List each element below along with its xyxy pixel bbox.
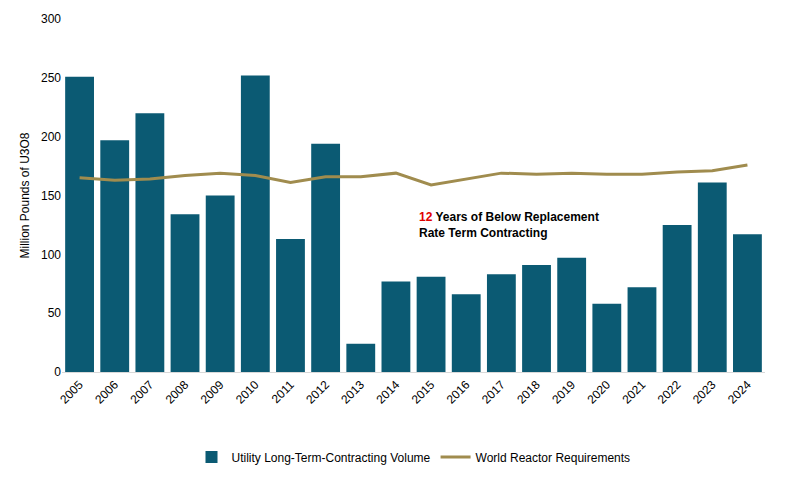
- svg-text:2007: 2007: [127, 378, 156, 407]
- svg-text:2017: 2017: [479, 378, 508, 407]
- svg-text:2023: 2023: [690, 378, 719, 407]
- svg-text:150: 150: [41, 189, 61, 203]
- svg-text:2009: 2009: [198, 378, 227, 407]
- svg-text:2013: 2013: [338, 378, 367, 407]
- svg-text:2024: 2024: [725, 378, 754, 407]
- svg-text:2016: 2016: [444, 378, 473, 407]
- svg-text:2005: 2005: [57, 378, 86, 407]
- svg-text:2008: 2008: [163, 378, 192, 407]
- svg-text:Utility Long-Term-Contracting: Utility Long-Term-Contracting Volume: [232, 451, 431, 465]
- svg-text:200: 200: [41, 130, 61, 144]
- svg-text:2021: 2021: [620, 378, 649, 407]
- svg-text:0: 0: [54, 365, 61, 379]
- svg-text:2014: 2014: [374, 378, 403, 407]
- svg-text:300: 300: [41, 12, 61, 26]
- svg-text:2020: 2020: [584, 378, 613, 407]
- svg-text:2019: 2019: [549, 378, 578, 407]
- svg-text:2006: 2006: [92, 378, 121, 407]
- svg-text:2012: 2012: [303, 378, 332, 407]
- svg-text:Million Pounds of U3O8: Million Pounds of U3O8: [18, 132, 32, 258]
- svg-text:50: 50: [48, 306, 62, 320]
- svg-text:2018: 2018: [514, 378, 543, 407]
- svg-text:2015: 2015: [409, 378, 438, 407]
- svg-text:2011: 2011: [269, 378, 297, 406]
- svg-text:100: 100: [41, 248, 61, 262]
- svg-text:World Reactor Requirements: World Reactor Requirements: [476, 451, 631, 465]
- svg-text:12 Years of Below ReplacementR: 12 Years of Below ReplacementRate Term C…: [419, 210, 599, 240]
- svg-text:2010: 2010: [233, 378, 262, 407]
- svg-text:2022: 2022: [655, 378, 684, 407]
- svg-text:250: 250: [41, 71, 61, 85]
